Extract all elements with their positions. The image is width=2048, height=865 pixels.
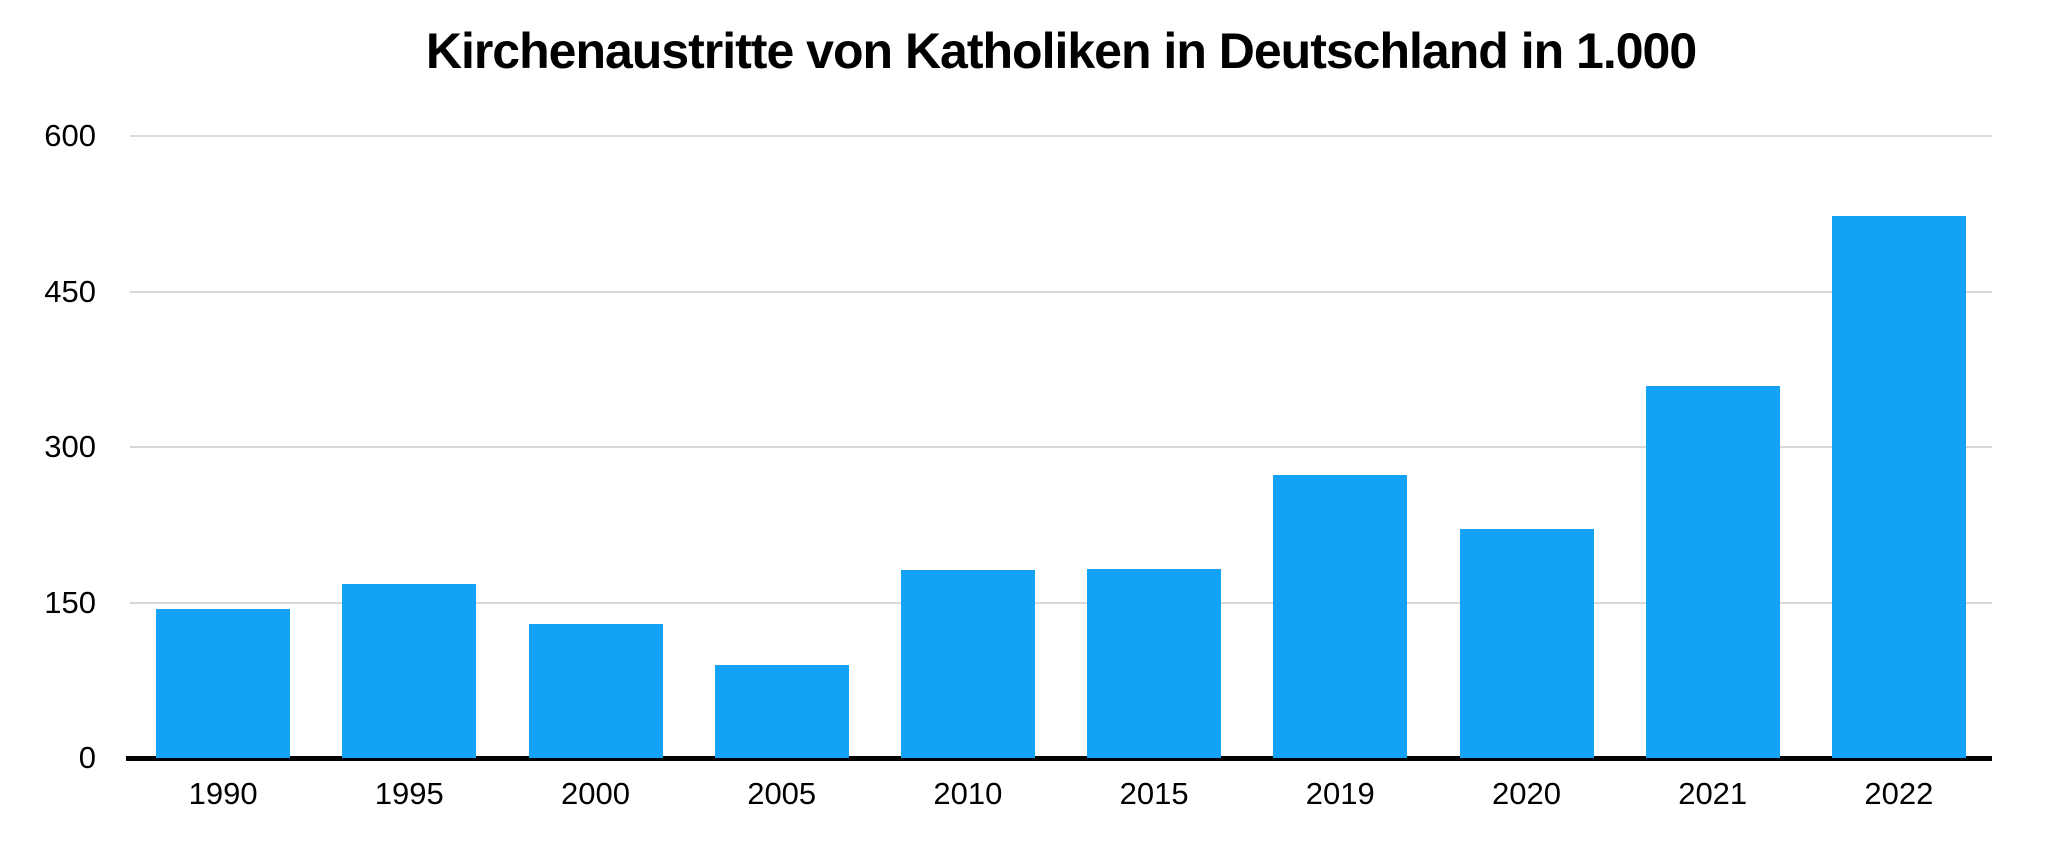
x-tick-2022: 2022 bbox=[1864, 776, 1934, 811]
bar-2020 bbox=[1459, 528, 1594, 758]
bar-2010 bbox=[900, 570, 1035, 758]
bar-1995 bbox=[342, 583, 477, 758]
x-tick-1990: 1990 bbox=[188, 776, 258, 811]
chart-title: Kirchenaustritte von Katholiken in Deuts… bbox=[425, 23, 1697, 79]
bar-2000 bbox=[528, 624, 663, 758]
y-tick-300: 300 bbox=[44, 429, 96, 464]
x-tick-1995: 1995 bbox=[374, 776, 444, 811]
x-tick-2005: 2005 bbox=[747, 776, 817, 811]
y-tick-450: 450 bbox=[44, 273, 96, 309]
plot-area bbox=[126, 135, 1992, 761]
x-axis-line bbox=[126, 756, 1992, 761]
x-tick-2019: 2019 bbox=[1305, 776, 1375, 811]
bar-1990 bbox=[156, 608, 291, 758]
gridline-150 bbox=[130, 601, 1992, 604]
bar-2015 bbox=[1087, 569, 1222, 758]
gridline-600 bbox=[130, 135, 1992, 137]
bar-2005 bbox=[714, 664, 849, 758]
gridline-300 bbox=[130, 446, 1992, 448]
y-tick-600: 600 bbox=[44, 118, 96, 153]
bar-2021 bbox=[1645, 385, 1780, 758]
x-tick-2015: 2015 bbox=[1119, 776, 1189, 811]
bar-2019 bbox=[1273, 474, 1408, 758]
gridline-450 bbox=[130, 290, 1992, 293]
y-tick-150: 150 bbox=[44, 584, 96, 620]
x-tick-2020: 2020 bbox=[1492, 776, 1561, 811]
x-tick-2000: 2000 bbox=[561, 776, 630, 811]
x-tick-2021: 2021 bbox=[1678, 776, 1748, 811]
x-tick-2010: 2010 bbox=[933, 776, 1003, 811]
bar-2022 bbox=[1831, 215, 1966, 758]
y-tick-0: 0 bbox=[78, 740, 96, 775]
